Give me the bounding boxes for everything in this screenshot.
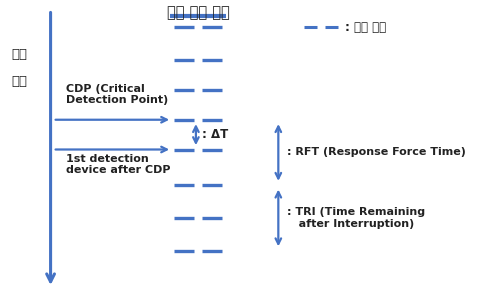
Text: : 탐지 장비: : 탐지 장비 bbox=[345, 21, 386, 34]
Text: 공격: 공격 bbox=[12, 48, 28, 61]
Text: : TRI (Time Remaining
   after Interruption): : TRI (Time Remaining after Interruption… bbox=[287, 207, 425, 229]
Text: 공격 개시 시점: 공격 개시 시점 bbox=[167, 5, 229, 20]
Text: CDP (Critical
Detection Point): CDP (Critical Detection Point) bbox=[66, 84, 168, 105]
Text: 1st detection
device after CDP: 1st detection device after CDP bbox=[66, 154, 170, 175]
Text: : ΔT: : ΔT bbox=[202, 128, 228, 141]
Text: : RFT (Response Force Time): : RFT (Response Force Time) bbox=[287, 147, 466, 158]
Text: 시간: 시간 bbox=[12, 74, 28, 88]
